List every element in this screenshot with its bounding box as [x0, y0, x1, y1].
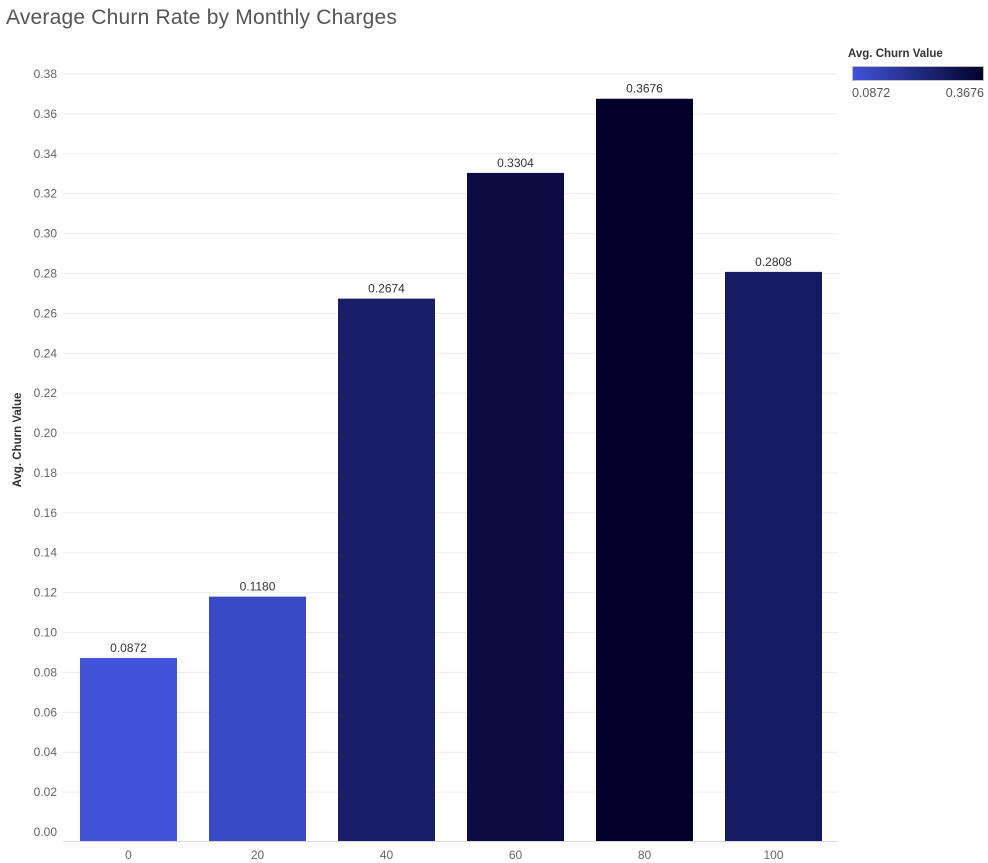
data-labels: 0.0872 0.1180 0.2674 0.3304 0.3676 0.2808	[110, 82, 792, 655]
bar	[80, 658, 177, 841]
y-axis-title: Avg. Churn Value	[12, 393, 24, 488]
x-tick-label: 80	[638, 848, 652, 862]
x-tick-label: 20	[251, 848, 265, 862]
y-tick-label: 0.36	[34, 107, 58, 121]
bar	[725, 271, 822, 841]
x-axis-ticks: 0 20 40 60 80 100	[125, 848, 784, 862]
x-tick-label: 60	[509, 848, 523, 862]
legend-max-label: 0.3676	[945, 86, 984, 100]
bars	[80, 98, 822, 841]
y-tick-label: 0.24	[34, 346, 58, 360]
bar-data-label: 0.3676	[626, 82, 663, 96]
y-tick-label: 0.10	[34, 626, 58, 640]
y-tick-label: 0.28	[34, 266, 58, 280]
bar-data-label: 0.3304	[497, 156, 534, 170]
y-tick-label: 0.20	[34, 426, 58, 440]
bar-data-label: 0.2808	[755, 255, 792, 269]
bar-data-label: 0.0872	[110, 641, 147, 655]
bar	[596, 98, 693, 841]
y-tick-label: 0.08	[34, 665, 58, 679]
x-tick-label: 40	[380, 848, 394, 862]
y-tick-label: 0.38	[34, 67, 58, 81]
y-tick-label: 0.14	[34, 546, 58, 560]
y-tick-label: 0.12	[34, 586, 58, 600]
y-axis-ticks: 0.00 0.02 0.04 0.06 0.08 0.10 0.12 0.14 0.16 0.18…	[34, 67, 58, 839]
y-tick-label: 0.04	[34, 745, 58, 759]
bar	[209, 596, 306, 841]
chart-title: Average Churn Rate by Monthly Charges	[6, 6, 398, 29]
gridlines	[63, 73, 838, 793]
y-tick-label: 0.34	[34, 147, 58, 161]
bar-data-label: 0.1180	[240, 580, 276, 594]
y-tick-label: 0.26	[34, 306, 58, 320]
legend-min-label: 0.0872	[852, 86, 891, 100]
x-tick-label: 100	[763, 848, 783, 862]
legend-title: Avg. Churn Value	[848, 48, 943, 60]
y-tick-label: 0.06	[34, 705, 58, 719]
y-tick-label: 0.16	[34, 506, 58, 520]
y-tick-label: 0.32	[34, 187, 58, 201]
y-tick-label: 0.30	[34, 227, 58, 241]
bar-data-label: 0.2674	[368, 282, 405, 296]
y-tick-label: 0.22	[34, 386, 58, 400]
bar	[467, 172, 564, 841]
legend-color-ramp	[852, 66, 984, 81]
y-tick-label: 0.00	[34, 825, 58, 839]
x-tick-label: 0	[125, 848, 132, 862]
y-tick-label: 0.18	[34, 466, 58, 480]
y-tick-label: 0.02	[34, 785, 58, 799]
bar	[338, 298, 435, 841]
